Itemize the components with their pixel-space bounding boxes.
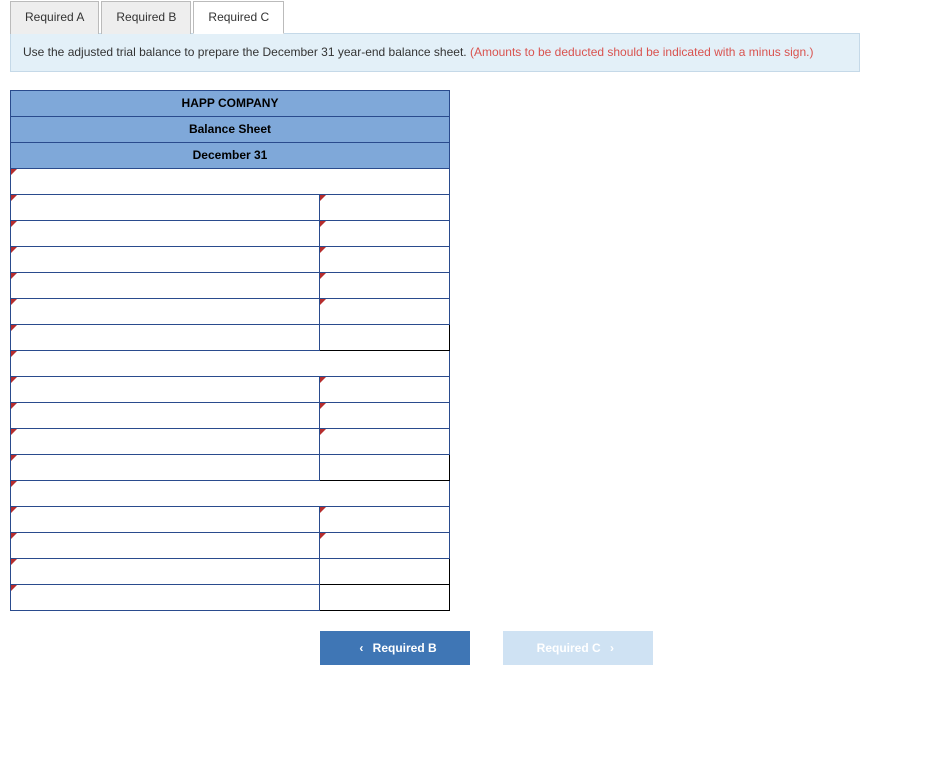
account-cell[interactable] — [11, 350, 450, 376]
tab-required-b[interactable]: Required B — [101, 1, 191, 34]
table-header-company: HAPP COMPANY — [11, 90, 450, 116]
account-cell[interactable] — [11, 194, 320, 220]
account-cell[interactable] — [11, 220, 320, 246]
account-cell[interactable] — [11, 506, 320, 532]
account-cell[interactable] — [11, 584, 320, 610]
instructions-box: Use the adjusted trial balance to prepar… — [10, 33, 860, 72]
tab-required-a[interactable]: Required A — [10, 1, 99, 34]
amount-cell — [319, 584, 449, 610]
account-cell[interactable] — [11, 168, 450, 194]
amount-cell[interactable] — [319, 428, 449, 454]
amount-cell[interactable] — [319, 272, 449, 298]
instructions-text: Use the adjusted trial balance to prepar… — [23, 45, 470, 59]
tab-required-c[interactable]: Required C — [193, 1, 284, 34]
instructions-red-text: (Amounts to be deducted should be indica… — [470, 45, 814, 59]
nav-row: ‹ Required B Required C › — [10, 631, 860, 665]
amount-cell[interactable] — [319, 298, 449, 324]
amount-cell — [319, 454, 449, 480]
next-button: Required C › — [503, 631, 653, 665]
amount-cell[interactable] — [319, 246, 449, 272]
tabs-row: Required A Required B Required C — [10, 0, 860, 34]
account-cell[interactable] — [11, 272, 320, 298]
account-cell[interactable] — [11, 402, 320, 428]
account-cell[interactable] — [11, 298, 320, 324]
amount-cell[interactable] — [319, 220, 449, 246]
amount-cell[interactable] — [319, 402, 449, 428]
amount-cell[interactable] — [319, 194, 449, 220]
table-header-title: Balance Sheet — [11, 116, 450, 142]
next-button-label: Required C — [537, 641, 601, 655]
table-header-date: December 31 — [11, 142, 450, 168]
amount-cell[interactable] — [319, 376, 449, 402]
account-cell[interactable] — [11, 532, 320, 558]
chevron-left-icon: ‹ — [353, 641, 369, 655]
account-cell[interactable] — [11, 324, 320, 350]
amount-cell[interactable] — [319, 506, 449, 532]
prev-button[interactable]: ‹ Required B — [320, 631, 470, 665]
account-cell[interactable] — [11, 376, 320, 402]
amount-cell[interactable] — [319, 532, 449, 558]
account-cell[interactable] — [11, 480, 450, 506]
balance-sheet-table: HAPP COMPANY Balance Sheet December 31 — [10, 90, 450, 611]
account-cell[interactable] — [11, 246, 320, 272]
account-cell[interactable] — [11, 558, 320, 584]
amount-cell — [319, 324, 449, 350]
chevron-right-icon: › — [604, 641, 620, 655]
prev-button-label: Required B — [373, 641, 437, 655]
amount-cell — [319, 558, 449, 584]
account-cell[interactable] — [11, 428, 320, 454]
account-cell[interactable] — [11, 454, 320, 480]
